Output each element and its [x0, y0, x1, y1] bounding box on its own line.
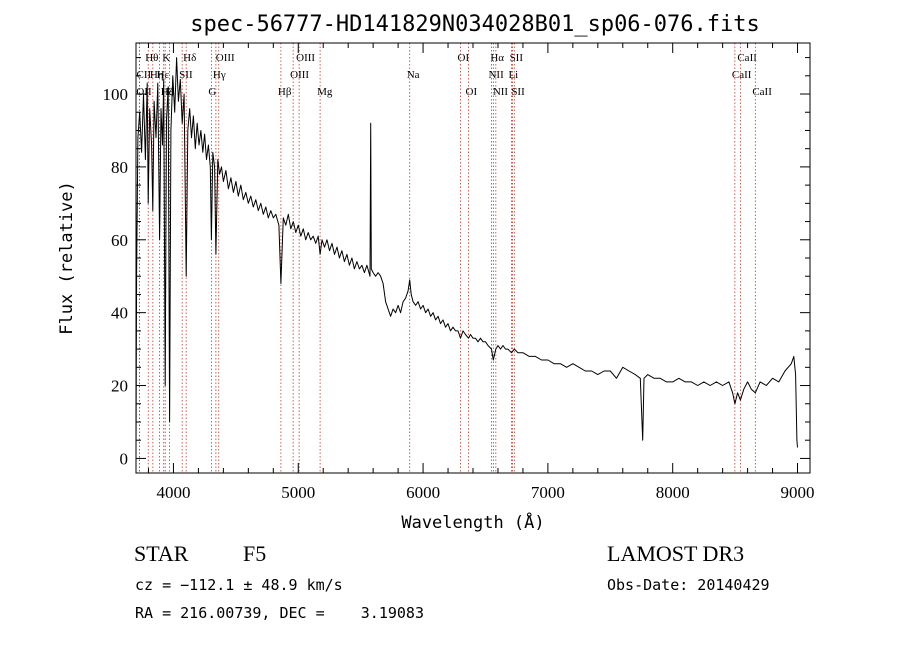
spectral-line-label: SII	[510, 52, 524, 64]
spectral-line-label: Li	[508, 69, 518, 81]
survey-name: LAMOST DR3	[607, 541, 745, 566]
x-tick-label: 9000	[781, 483, 815, 502]
spectral-line-label: NII	[493, 86, 509, 98]
spectral-line-label: Hα	[490, 52, 504, 64]
spectral-line-label: CaII	[732, 69, 752, 81]
spectral-line-label: OIII	[216, 52, 235, 64]
spectral-line-label: CII	[136, 69, 151, 81]
spectral-line-label: Hη	[150, 69, 164, 81]
spectral-line-label: OIII	[290, 69, 309, 81]
spectral-line-label: CaII	[737, 52, 757, 64]
x-tick-label: 7000	[531, 483, 565, 502]
x-tick-label: 8000	[656, 483, 690, 502]
spectral-line-label: Hβ	[278, 86, 292, 98]
redshift-text: cz = −112.1 ± 48.9 km/s	[135, 576, 343, 594]
spectral-line-label: OIII	[296, 52, 315, 64]
y-axis-label: Flux (relative)	[57, 181, 77, 335]
obs-date-text: Obs-Date: 20140429	[607, 576, 770, 594]
spectral-line-label: H	[167, 86, 175, 98]
object-subclass: F5	[243, 541, 267, 566]
y-tick-label: 80	[111, 158, 128, 177]
y-tick-label: 60	[111, 231, 128, 250]
spectral-line-label: SII	[179, 69, 193, 81]
spectral-line-label: OI	[458, 52, 470, 64]
coordinates-text: RA = 216.00739, DEC = 3.19083	[135, 604, 424, 622]
spectral-line-label: NII	[488, 69, 504, 81]
spectral-line-label: G	[208, 86, 216, 98]
x-tick-label: 5000	[281, 483, 315, 502]
y-tick-label: 40	[111, 304, 128, 323]
object-type: STAR	[134, 541, 189, 566]
chart-title: spec-56777-HD141829N034028B01_sp06-076.f…	[190, 12, 760, 37]
spectrum-series-line	[135, 57, 798, 452]
spectral-line-label: Na	[407, 69, 420, 81]
y-tick-label: 0	[120, 449, 129, 468]
spectral-line-label: K	[162, 52, 170, 64]
plot-frame	[135, 42, 811, 474]
spectral-line-label: Hθ	[145, 52, 158, 64]
spectral-line-label: CaII	[752, 86, 772, 98]
y-tick-label: 100	[103, 85, 129, 104]
spectral-line-label: SII	[511, 86, 525, 98]
x-axis-label: Wavelength (Å)	[401, 511, 544, 533]
spectral-line-label: OI	[466, 86, 478, 98]
spectral-line-label: OII	[136, 86, 152, 98]
spectral-line-label: Mg	[317, 86, 333, 98]
x-tick-label: 6000	[406, 483, 440, 502]
spectral-line-label: Hδ	[183, 52, 196, 64]
spectral-line-label: Hγ	[213, 69, 226, 81]
x-tick-label: 4000	[156, 483, 190, 502]
spectral-line-label: Hε	[157, 69, 170, 81]
y-tick-label: 20	[111, 377, 128, 396]
